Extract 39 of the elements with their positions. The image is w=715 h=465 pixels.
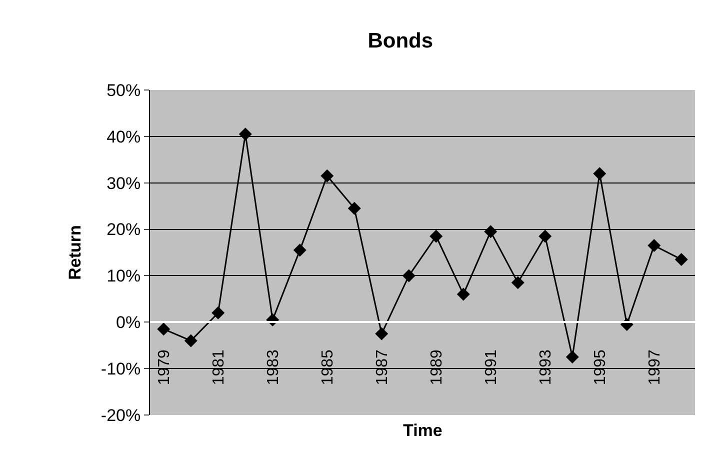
point <box>184 334 198 348</box>
x-tick-label: 1991 <box>482 349 500 386</box>
x-tick-label: 1993 <box>537 349 554 386</box>
point <box>212 306 225 320</box>
point <box>538 230 552 243</box>
x-tick-label: 1983 <box>264 349 282 386</box>
y-tick-label: 40% <box>106 127 141 146</box>
y-tick-label: -20% <box>100 406 141 425</box>
point <box>566 350 579 364</box>
point <box>430 230 443 243</box>
point <box>456 288 470 301</box>
point <box>674 252 688 266</box>
x-tick-label: 1989 <box>428 349 446 386</box>
x-tick-label: 1981 <box>210 349 228 386</box>
y-tick-label: 10% <box>106 266 141 286</box>
y-tick-label: 30% <box>106 174 141 193</box>
point <box>238 128 252 141</box>
y-tick-label: 20% <box>106 220 141 240</box>
x-tick-label: 1995 <box>592 349 609 386</box>
point <box>511 276 524 290</box>
point <box>648 239 661 252</box>
x-tick-label: 1987 <box>374 349 391 386</box>
point <box>375 327 388 340</box>
x-tick-label: 1985 <box>319 349 336 386</box>
y-tick-label: 0% <box>116 313 141 332</box>
point <box>348 202 361 215</box>
x-tick-label: 1979 <box>156 349 173 386</box>
chart-title: Bonds <box>368 29 434 52</box>
y-tick-label: -10% <box>100 360 141 379</box>
point <box>157 322 170 336</box>
y-tick-label: 50% <box>106 80 141 100</box>
x-axis-title: Time <box>403 421 442 440</box>
point <box>293 244 306 257</box>
y-axis-title: Return <box>65 225 84 280</box>
point <box>484 225 498 238</box>
point <box>593 167 606 180</box>
point <box>320 169 334 182</box>
x-tick-label: 1997 <box>646 349 664 386</box>
point <box>402 269 416 282</box>
